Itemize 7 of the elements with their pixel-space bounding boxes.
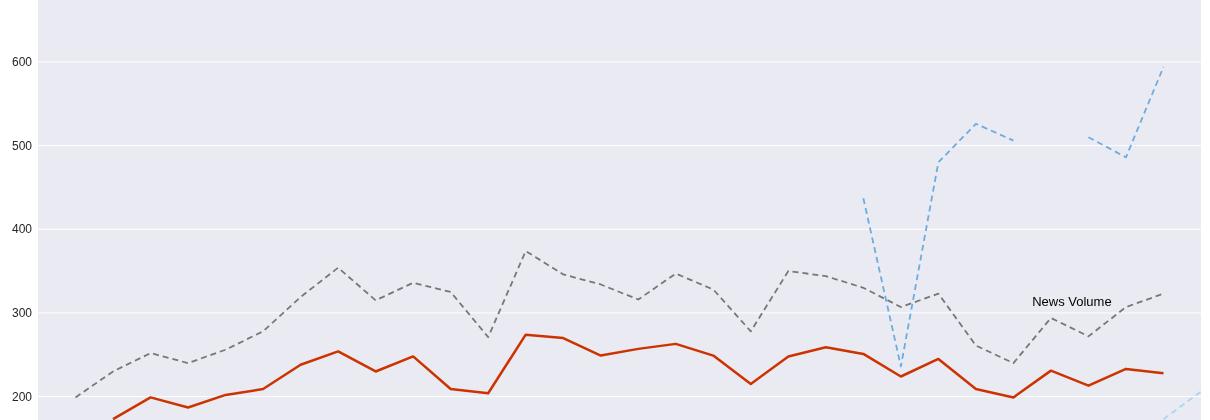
series-label: News Volume — [1032, 293, 1112, 309]
line-series — [111, 333, 1165, 420]
y-tick-label: 500 — [11, 138, 33, 153]
y-tick-label: 200 — [11, 389, 33, 404]
y-tick-label: 400 — [11, 222, 33, 237]
y-tick-label: 300 — [11, 306, 33, 321]
y-tick-label: 600 — [11, 55, 33, 70]
